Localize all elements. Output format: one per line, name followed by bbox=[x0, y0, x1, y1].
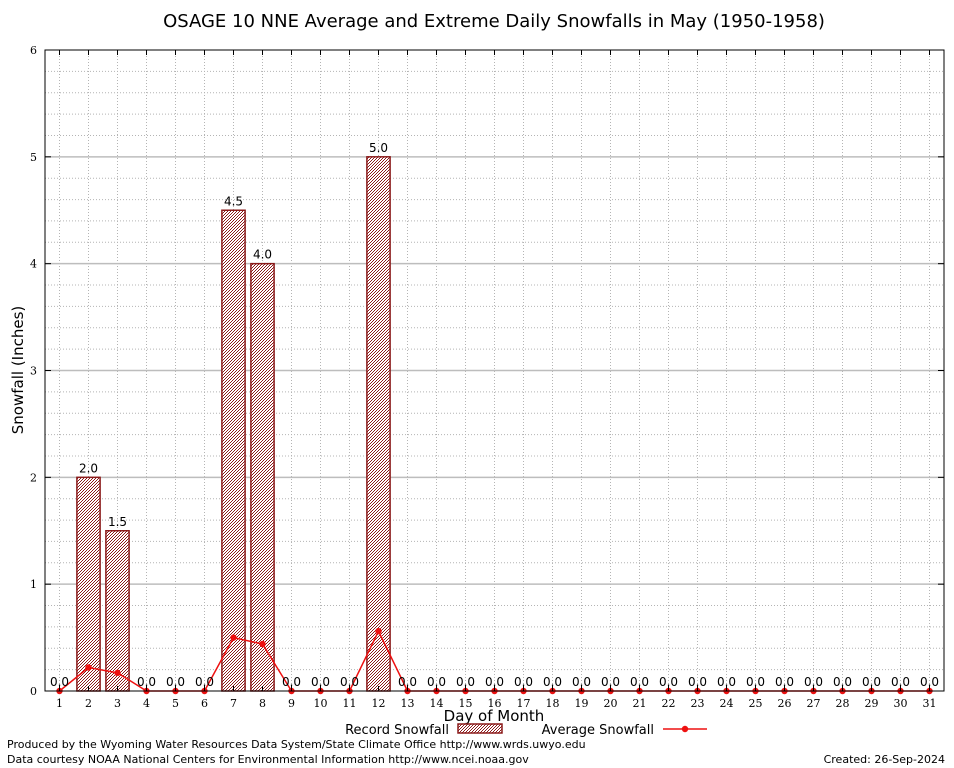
x-tick-label: 20 bbox=[604, 697, 618, 710]
x-tick-label: 13 bbox=[401, 697, 415, 710]
y-tick-label: 4 bbox=[30, 258, 37, 271]
average-point-day-3 bbox=[114, 669, 121, 677]
bar-value-label: 0.0 bbox=[340, 675, 359, 689]
footer-data-courtesy: Data courtesy NOAA National Centers for … bbox=[7, 753, 529, 766]
x-tick-label: 17 bbox=[517, 697, 531, 710]
bar-value-label: 1.5 bbox=[108, 515, 127, 529]
record-bar-day-2 bbox=[76, 476, 101, 692]
footer-produced-by: Produced by the Wyoming Water Resources … bbox=[7, 738, 586, 751]
x-tick-label: 31 bbox=[923, 697, 937, 710]
y-tick-label: 2 bbox=[30, 471, 37, 484]
record-bar-day-7 bbox=[221, 209, 246, 692]
bar-value-label: 0.0 bbox=[311, 675, 330, 689]
x-tick-label: 7 bbox=[230, 697, 237, 710]
bar-value-label: 0.0 bbox=[746, 675, 765, 689]
bar-value-label: 4.5 bbox=[224, 194, 243, 208]
bar-value-label: 0.0 bbox=[485, 675, 504, 689]
bar-value-label: 0.0 bbox=[920, 675, 939, 689]
bar-value-label: 2.0 bbox=[79, 461, 98, 475]
x-tick-label: 30 bbox=[894, 697, 908, 710]
x-tick-label: 14 bbox=[430, 697, 444, 710]
bar-value-label: 0.0 bbox=[50, 675, 69, 689]
bar-value-label: 0.0 bbox=[572, 675, 591, 689]
x-tick-label: 12 bbox=[372, 697, 386, 710]
bar-value-label: 0.0 bbox=[137, 675, 156, 689]
y-tick-label: 3 bbox=[30, 365, 37, 378]
x-tick-label: 15 bbox=[459, 697, 473, 710]
legend-record-label: Record Snowfall bbox=[345, 723, 449, 738]
x-tick-label: 22 bbox=[662, 697, 676, 710]
y-tick-label: 6 bbox=[30, 44, 37, 57]
bar-value-label: 0.0 bbox=[427, 675, 446, 689]
y-axis-label: Snowfall (Inches) bbox=[9, 306, 27, 434]
legend-average-label: Average Snowfall bbox=[542, 723, 654, 738]
bar-value-label: 0.0 bbox=[833, 675, 852, 689]
bar-value-label: 0.0 bbox=[282, 675, 301, 689]
x-tick-label: 29 bbox=[865, 697, 879, 710]
x-tick-label: 16 bbox=[488, 697, 502, 710]
y-tick-label: 0 bbox=[30, 685, 37, 698]
x-tick-labels: 1 2 3 4 5 6 7 8 9 10 11 12 13 14 15 16 17 18 19 20 21 22 23 24 2… bbox=[56, 697, 937, 710]
x-tick-label: 8 bbox=[259, 697, 266, 710]
legend: Record Snowfall Average Snowfall bbox=[345, 723, 707, 738]
x-tick-label: 2 bbox=[85, 697, 92, 710]
x-tick-label: 27 bbox=[807, 697, 821, 710]
record-bar-day-8 bbox=[250, 262, 275, 692]
bar-value-label: 0.0 bbox=[630, 675, 649, 689]
bar-value-label: 0.0 bbox=[804, 675, 823, 689]
bar-value-label: 0.0 bbox=[775, 675, 794, 689]
y-tick-labels: 0 1 2 3 4 5 6 bbox=[30, 44, 37, 698]
bar-value-label: 0.0 bbox=[195, 675, 214, 689]
x-tick-label: 3 bbox=[114, 697, 121, 710]
x-tick-label: 19 bbox=[575, 697, 589, 710]
average-point-day-2 bbox=[85, 664, 92, 671]
x-tick-label: 21 bbox=[633, 697, 647, 710]
x-tick-label: 9 bbox=[288, 697, 295, 710]
plot-frame bbox=[44, 49, 945, 692]
legend-record-swatch bbox=[457, 723, 503, 734]
x-tick-label: 11 bbox=[343, 697, 357, 710]
x-tick-label: 28 bbox=[836, 697, 850, 710]
record-bar-day-12 bbox=[366, 156, 391, 692]
x-tick-label: 10 bbox=[314, 697, 328, 710]
bar-value-label: 4.0 bbox=[253, 248, 272, 262]
bar-value-label: 0.0 bbox=[717, 675, 736, 689]
bar-value-label: 0.0 bbox=[688, 675, 707, 689]
x-tick-label: 5 bbox=[172, 697, 179, 710]
footer-created-date: Created: 26-Sep-2024 bbox=[823, 753, 945, 766]
bar-value-label: 0.0 bbox=[514, 675, 533, 689]
x-tick-label: 4 bbox=[143, 697, 150, 710]
bar-value-label: 0.0 bbox=[659, 675, 678, 689]
major-grid bbox=[45, 156, 944, 585]
chart-title: OSAGE 10 NNE Average and Extreme Daily S… bbox=[163, 11, 825, 32]
x-tick-label: 23 bbox=[691, 697, 705, 710]
bar-value-label: 0.0 bbox=[891, 675, 910, 689]
bar-value-label: 0.0 bbox=[543, 675, 562, 689]
bar-value-label: 5.0 bbox=[369, 141, 388, 155]
bar-value-label: 0.0 bbox=[456, 675, 475, 689]
x-tick-label: 1 bbox=[56, 697, 63, 710]
bar-value-label: 0.0 bbox=[166, 675, 185, 689]
bar-value-label: 0.0 bbox=[398, 675, 417, 689]
x-tick-label: 26 bbox=[778, 697, 792, 710]
average-point-day-12 bbox=[375, 627, 382, 635]
legend-average-marker bbox=[681, 725, 689, 733]
bar-value-label: 0.0 bbox=[862, 675, 881, 689]
x-tick-label: 18 bbox=[546, 697, 560, 710]
x-tick-label: 6 bbox=[201, 697, 208, 710]
record-bars bbox=[76, 156, 391, 692]
x-tick-label: 24 bbox=[720, 697, 734, 710]
x-axis-label: Day of Month bbox=[444, 707, 545, 725]
bar-value-label: 0.0 bbox=[601, 675, 620, 689]
x-tick-label: 25 bbox=[749, 697, 763, 710]
bar-value-labels: 0.0 2.0 1.5 0.0 0.0 0.0 4.5 4.0 0.0 0.0 0.0 5.0 0.0 0… bbox=[50, 141, 939, 689]
record-bar-day-3 bbox=[105, 530, 130, 692]
y-tick-label: 5 bbox=[30, 151, 37, 164]
y-tick-label: 1 bbox=[30, 578, 37, 591]
average-point-day-8 bbox=[259, 640, 266, 648]
average-point-day-7 bbox=[230, 634, 237, 641]
